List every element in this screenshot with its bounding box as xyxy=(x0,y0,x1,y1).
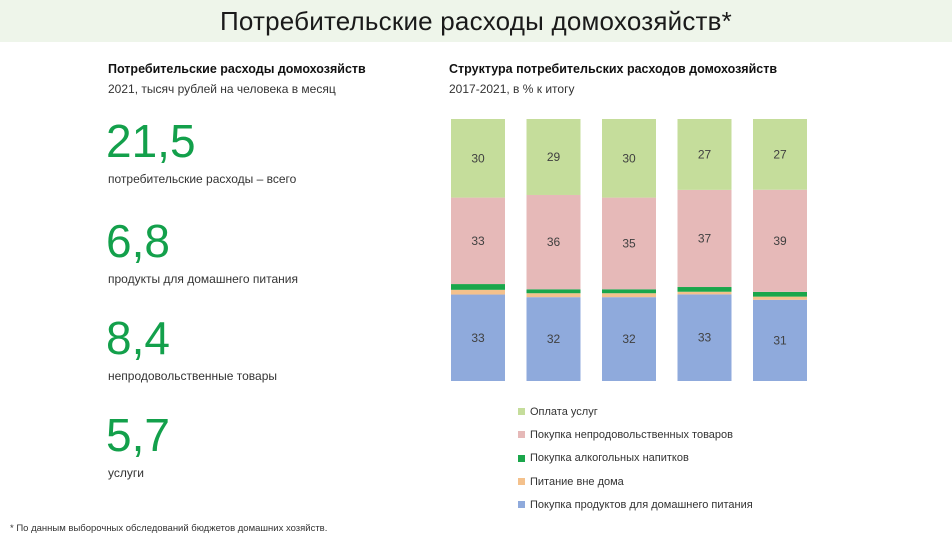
kpi-food-label: продукты для домашнего питания xyxy=(108,272,298,286)
bar-segment-s3-c2 xyxy=(602,197,656,290)
stacked-bar-chart: 33 33 30 32 36 29 32 35 30 33 37 27 31 39 27 xyxy=(451,119,807,381)
left-panel-title: Потребительские расходы домохозяйств xyxy=(108,62,366,76)
bar-segment-s3-c1 xyxy=(526,194,581,290)
chart-legend: Оплата услуг Покупка непродовольственных … xyxy=(518,400,753,516)
bar-segment-s3-c3 xyxy=(677,189,732,288)
kpi-total-label: потребительские расходы – всего xyxy=(108,172,297,186)
page-title: Потребительские расходы домохозяйств* xyxy=(220,5,732,36)
bar-segment-s0-c0 xyxy=(451,294,505,381)
bar-segment-s4-c3 xyxy=(677,119,732,190)
bar-segment-s0-c2 xyxy=(602,297,656,381)
kpi-nonfood-label: непродовольственные товары xyxy=(108,369,278,383)
chart-title: Структура потребительских расходов домох… xyxy=(449,62,778,76)
data-label-s3-c1: 36 xyxy=(547,235,561,249)
title-band: Потребительские расходы домохозяйств* xyxy=(0,0,952,42)
legend-item-0: Оплата услуг xyxy=(518,400,753,423)
kpi-total-value: 21,5 xyxy=(106,115,196,167)
data-label-s0-c3: 33 xyxy=(698,331,712,345)
legend-item-1: Покупка непродовольственных товаров xyxy=(518,423,753,446)
bar-segment-s3-c4 xyxy=(753,189,807,292)
bar-segment-s0-c4 xyxy=(753,299,807,381)
legend-item-2: Покупка алкогольных напитков xyxy=(518,447,753,470)
data-label-s0-c4: 31 xyxy=(773,333,787,347)
kpi-food-value: 6,8 xyxy=(106,215,170,267)
data-label-s4-c4: 27 xyxy=(773,147,787,161)
legend-item-4: Покупка продуктов для домашнего питания xyxy=(518,493,753,516)
bar-segment-s0-c3 xyxy=(677,294,732,381)
kpi-nonfood-value: 8,4 xyxy=(106,312,170,364)
kpi-food: 6,8 продукты для домашнего питания xyxy=(106,218,298,286)
bar-segment-s1-c4 xyxy=(753,296,807,300)
bar-segment-s0-c1 xyxy=(526,297,581,381)
bar-segment-s2-c3 xyxy=(677,287,732,292)
data-label-s4-c3: 27 xyxy=(698,147,712,161)
kpi-total: 21,5 потребительские расходы – всего xyxy=(106,118,296,186)
legend-swatch xyxy=(518,408,525,416)
bar-segment-s2-c4 xyxy=(753,291,807,297)
legend-swatch xyxy=(518,431,525,439)
legend-item-3: Питание вне дома xyxy=(518,470,753,493)
data-label-s3-c0: 33 xyxy=(471,234,485,248)
legend-swatch xyxy=(518,454,525,462)
kpi-nonfood: 8,4 непродовольственные товары xyxy=(106,315,277,383)
bar-segment-s4-c1 xyxy=(526,119,581,195)
data-label-s4-c1: 29 xyxy=(547,150,561,164)
bar-segment-s2-c1 xyxy=(526,289,581,294)
bar-segment-s1-c1 xyxy=(526,293,581,298)
legend-swatch xyxy=(518,478,525,486)
legend-label: Оплата услуг xyxy=(530,405,598,418)
data-label-s4-c0: 30 xyxy=(471,151,485,165)
bar-segment-s2-c0 xyxy=(451,284,505,290)
data-label-s3-c4: 39 xyxy=(773,234,787,248)
bar-segment-s1-c3 xyxy=(677,291,732,295)
left-panel-subtitle: 2021, тысяч рублей на человека в месяц xyxy=(108,82,336,96)
bar-segment-s4-c4 xyxy=(753,119,807,190)
bar-segment-s4-c2 xyxy=(602,119,656,198)
bar-segment-s4-c0 xyxy=(451,119,505,198)
chart-subtitle: 2017-2021, в % к итогу xyxy=(449,82,575,96)
kpi-services: 5,7 услуги xyxy=(106,412,170,480)
data-label-s0-c0: 33 xyxy=(471,331,485,345)
bar-segment-s3-c0 xyxy=(451,197,505,285)
data-label-s3-c2: 35 xyxy=(622,236,636,250)
data-label-s0-c1: 32 xyxy=(547,332,561,346)
bar-segment-s1-c2 xyxy=(602,293,656,298)
legend-label: Покупка непродовольственных товаров xyxy=(530,428,734,441)
data-label-s3-c3: 37 xyxy=(698,231,712,245)
kpi-services-value: 5,7 xyxy=(106,409,170,461)
bar-segment-s2-c2 xyxy=(602,289,656,294)
legend-label: Покупка алкогольных напитков xyxy=(530,452,689,465)
legend-label: Питание вне дома xyxy=(530,475,624,488)
legend-label: Покупка продуктов для домашнего питания xyxy=(530,498,753,511)
data-label-s4-c2: 30 xyxy=(622,151,636,165)
kpi-services-label: услуги xyxy=(108,466,144,480)
bar-segment-s1-c0 xyxy=(451,289,505,295)
footnote: * По данным выборочных обследований бюдж… xyxy=(10,523,328,534)
legend-swatch xyxy=(518,501,525,509)
data-label-s0-c2: 32 xyxy=(622,332,636,346)
